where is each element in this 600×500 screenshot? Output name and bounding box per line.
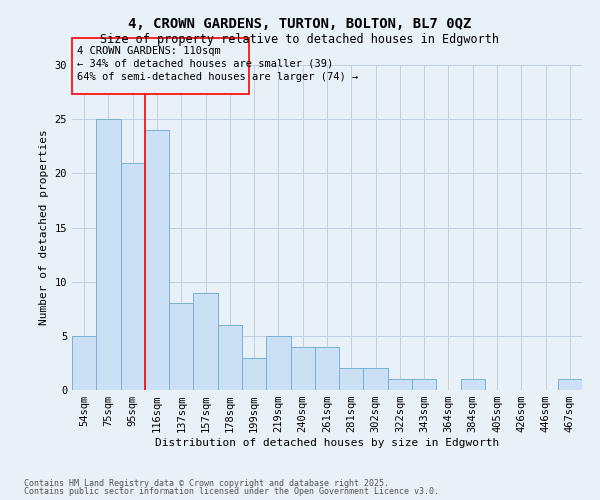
Bar: [388, 379, 412, 390]
Text: Size of property relative to detached houses in Edgworth: Size of property relative to detached ho…: [101, 32, 499, 46]
Bar: [169, 304, 193, 390]
Bar: [242, 358, 266, 390]
Bar: [290, 346, 315, 390]
Bar: [412, 379, 436, 390]
Bar: [558, 379, 582, 390]
Bar: [364, 368, 388, 390]
Bar: [315, 346, 339, 390]
Bar: [461, 379, 485, 390]
Bar: [218, 325, 242, 390]
Bar: [339, 368, 364, 390]
Bar: [145, 130, 169, 390]
Text: Contains HM Land Registry data © Crown copyright and database right 2025.: Contains HM Land Registry data © Crown c…: [24, 478, 389, 488]
Text: 4, CROWN GARDENS, TURTON, BOLTON, BL7 0QZ: 4, CROWN GARDENS, TURTON, BOLTON, BL7 0Q…: [128, 18, 472, 32]
Bar: [266, 336, 290, 390]
Text: 4 CROWN GARDENS: 110sqm: 4 CROWN GARDENS: 110sqm: [77, 46, 221, 56]
Bar: [121, 162, 145, 390]
X-axis label: Distribution of detached houses by size in Edgworth: Distribution of detached houses by size …: [155, 438, 499, 448]
FancyBboxPatch shape: [72, 38, 249, 94]
Y-axis label: Number of detached properties: Number of detached properties: [39, 130, 49, 326]
Bar: [96, 119, 121, 390]
Bar: [193, 292, 218, 390]
Text: ← 34% of detached houses are smaller (39): ← 34% of detached houses are smaller (39…: [77, 58, 333, 68]
Text: 64% of semi-detached houses are larger (74) →: 64% of semi-detached houses are larger (…: [77, 72, 358, 82]
Text: Contains public sector information licensed under the Open Government Licence v3: Contains public sector information licen…: [24, 487, 439, 496]
Bar: [72, 336, 96, 390]
